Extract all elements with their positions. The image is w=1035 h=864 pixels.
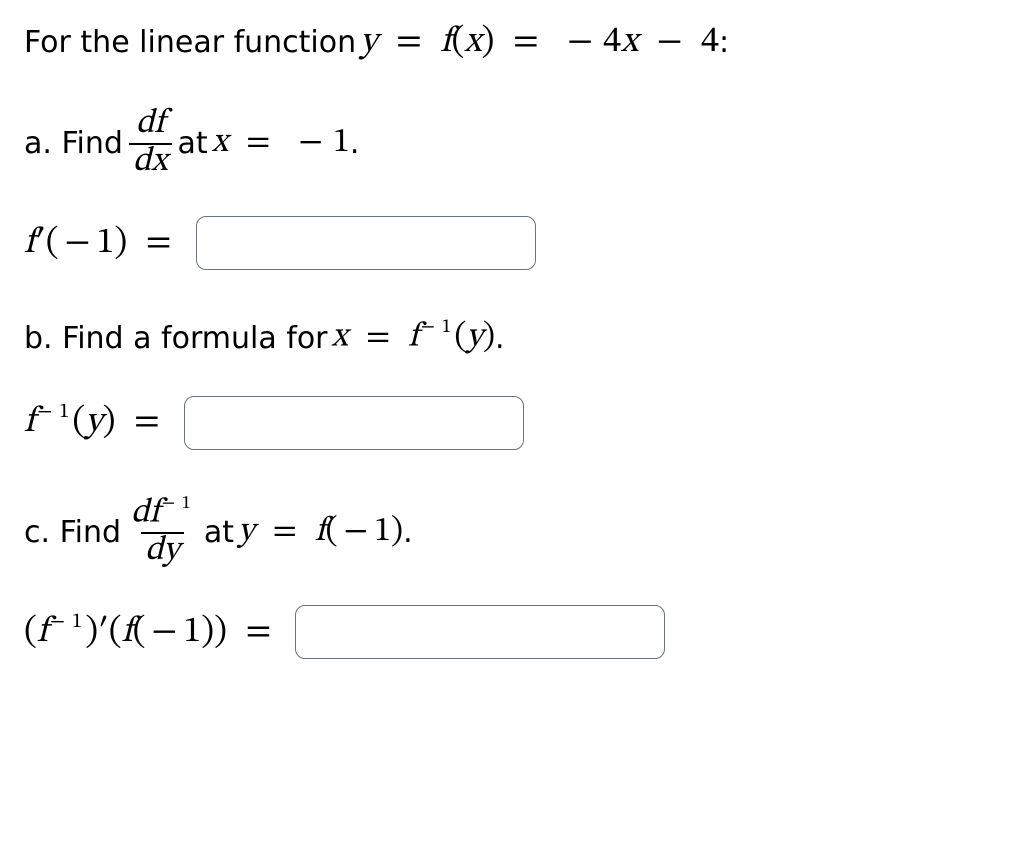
part-a-at: at — [178, 126, 208, 161]
part-b-dot: . — [495, 321, 505, 356]
part-b-answer-row: f− 1(y) = — [24, 396, 1011, 450]
intro-math: y = f(x) = −4x − 4 — [360, 20, 719, 65]
part-c-answer-row: (f− 1)′(f(−1)) = — [24, 605, 1011, 659]
part-a-label: a. Find — [24, 126, 123, 161]
part-a-input[interactable] — [196, 216, 536, 270]
part-c-label: c. Find — [24, 515, 121, 550]
part-a-frac: df dx — [123, 107, 178, 180]
part-b-label: b. Find a formula for — [24, 321, 328, 356]
intro-line: For the linear function y = f(x) = −4x −… — [24, 20, 1011, 65]
intro-text: For the linear function — [24, 25, 356, 60]
part-c-math: y = f(−1) — [238, 511, 403, 554]
part-b-prompt: b. Find a formula for x = f− 1(y). — [24, 316, 1011, 359]
part-a-answer-row: f′(−1) = — [24, 216, 1011, 270]
part-c-prompt: c. Find df− 1 dy at y = f(−1). — [24, 496, 1011, 570]
intro-colon: : — [719, 25, 729, 60]
part-c-at: at — [204, 515, 234, 550]
part-a-math: x = −1 — [212, 122, 350, 165]
part-c-dot: . — [403, 515, 413, 550]
part-c-frac: df− 1 dy — [121, 496, 204, 570]
part-b-input[interactable] — [184, 396, 524, 450]
part-c-input[interactable] — [295, 605, 665, 659]
part-b-answer-lhs: f− 1(y) = — [24, 400, 170, 445]
part-b-math: x = f− 1(y) — [332, 316, 496, 359]
part-c-answer-lhs: (f− 1)′(f(−1)) = — [24, 610, 281, 655]
part-a-answer-lhs: f′(−1) = — [24, 221, 182, 266]
part-a-dot: . — [350, 126, 360, 161]
part-a-prompt: a. Find df dx at x = −1. — [24, 107, 1011, 180]
